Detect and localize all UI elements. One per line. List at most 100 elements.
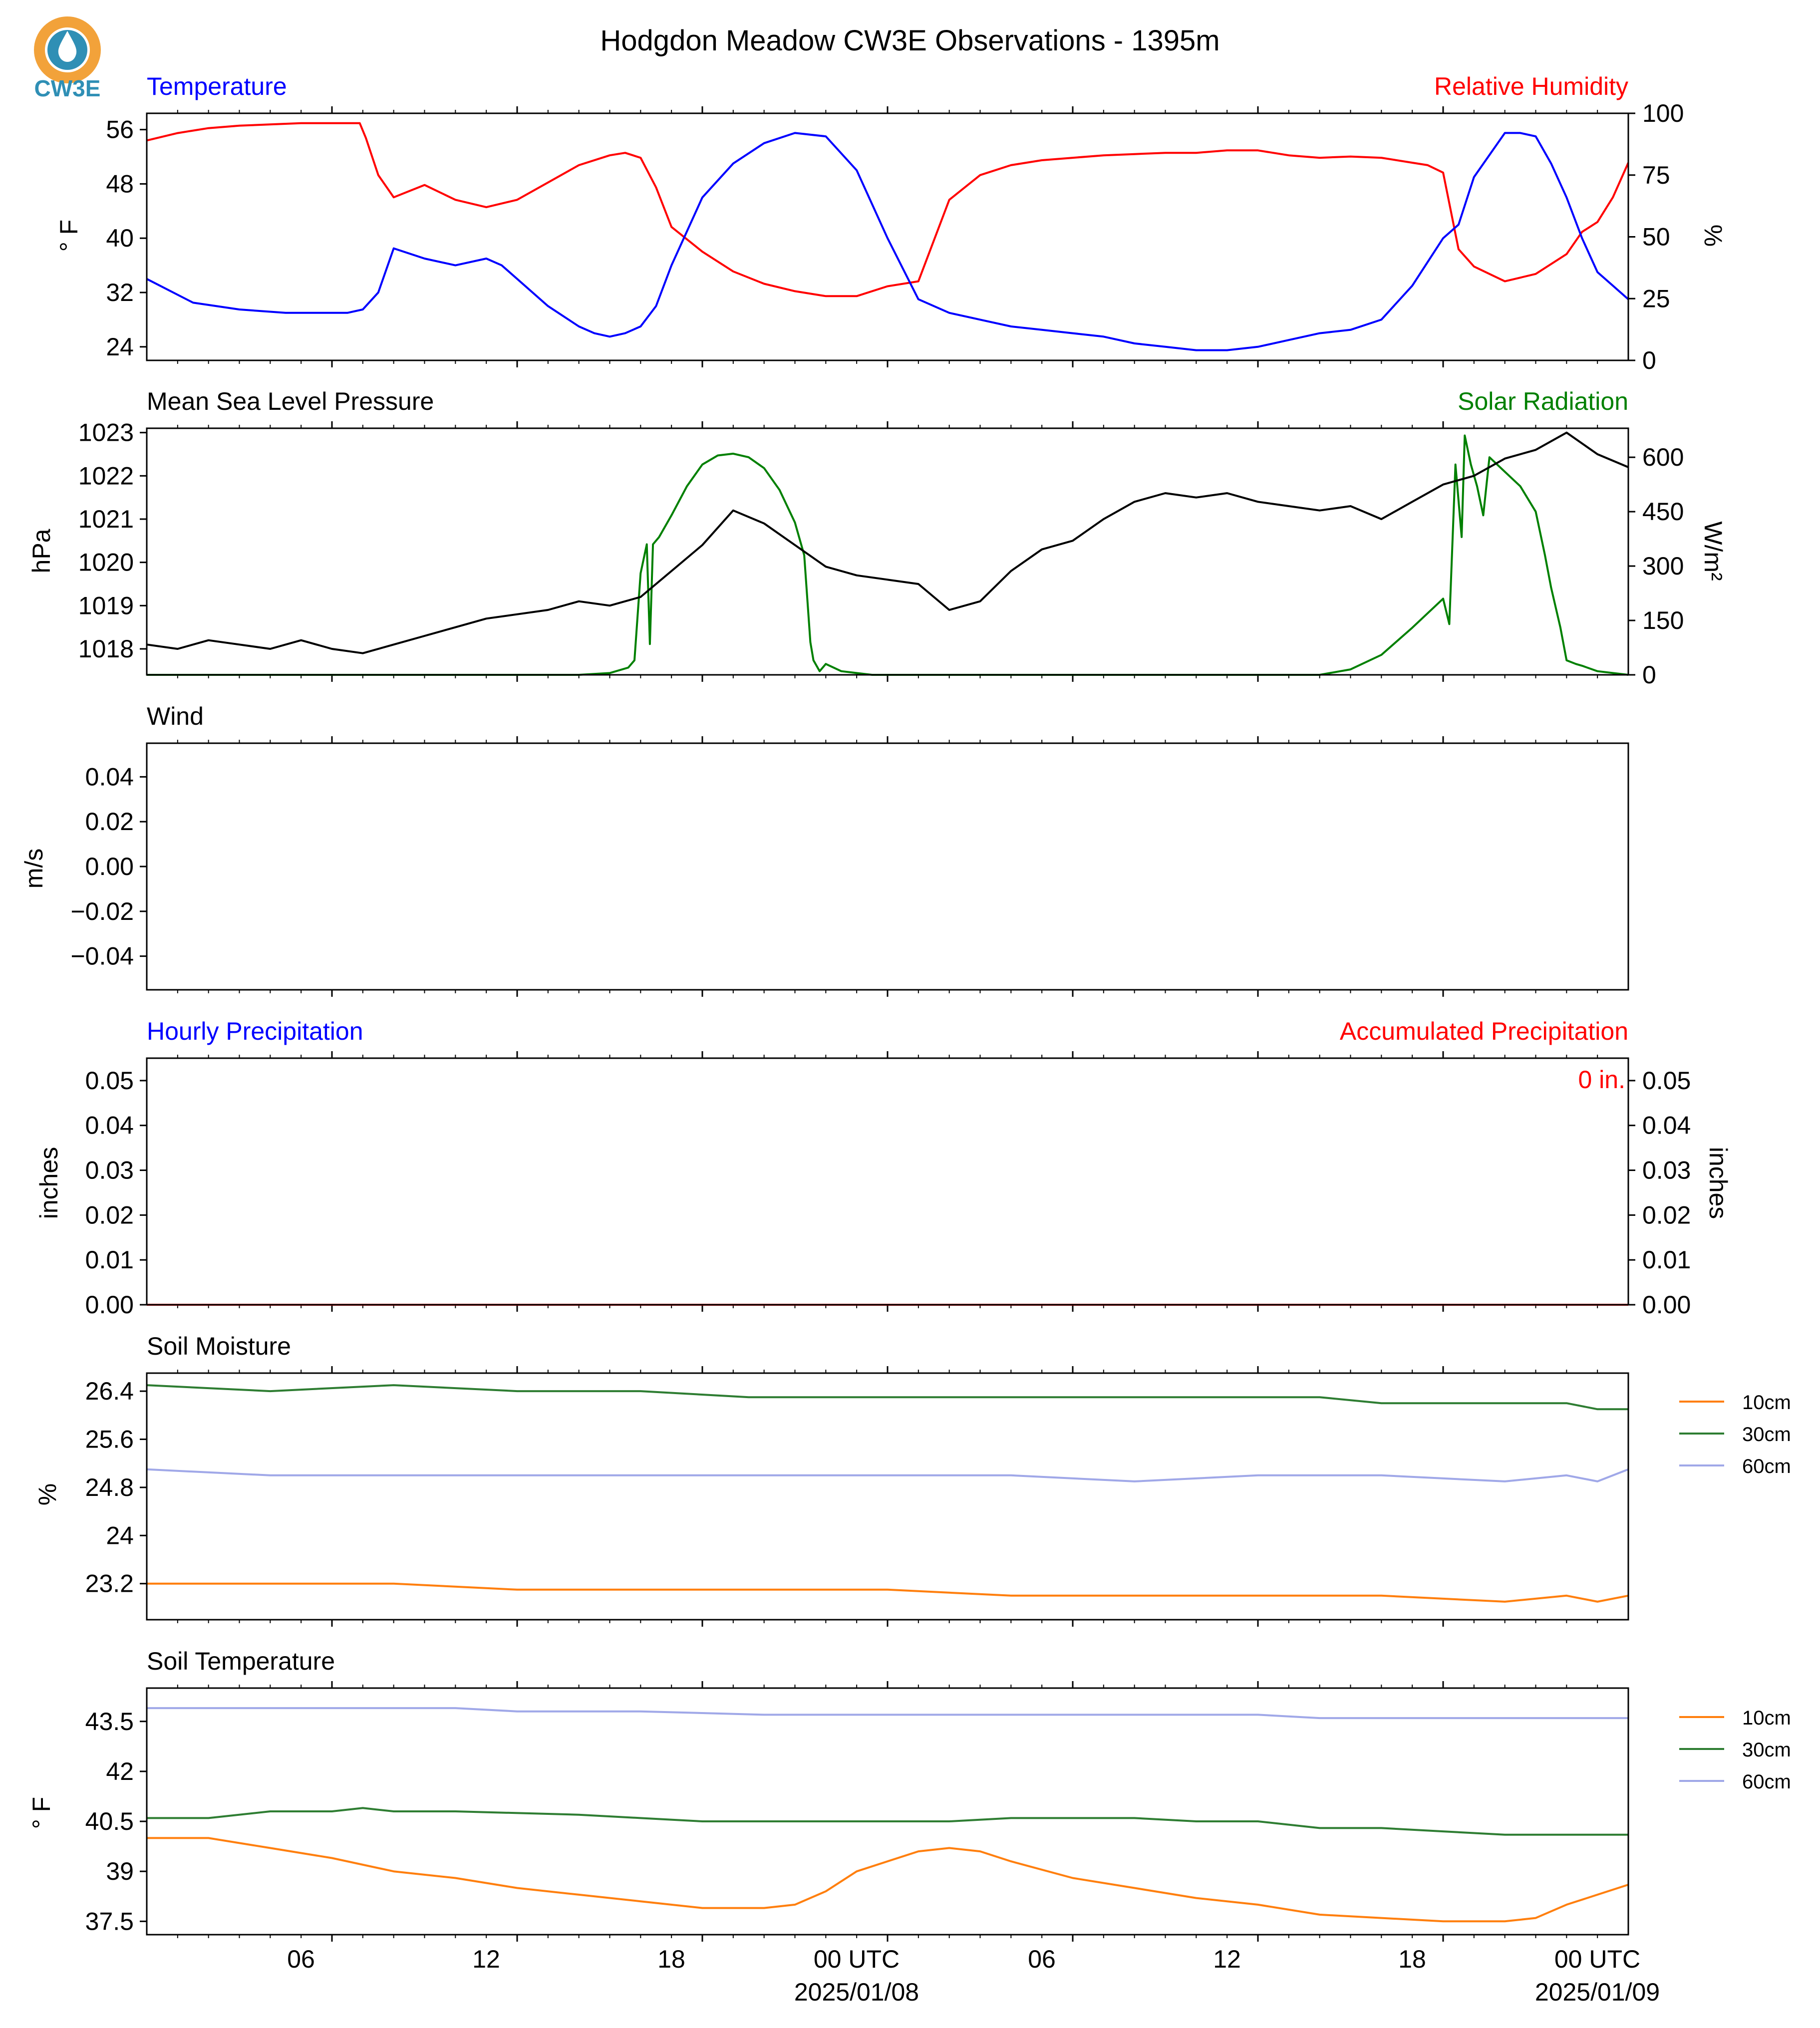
x-date-label: 2025/01/09 [1535,1978,1660,2006]
y-tick-label: 24 [106,333,134,361]
x-tick-labels: 06 12 18 00 UTC 06 12 18 00 UTC 2025/01/… [287,1945,1660,2006]
y-label-pressure: hPa [27,529,55,573]
legend-label-10cm: 10cm [1742,1707,1791,1729]
panel-title-hourly-precip: Hourly Precipitation [147,1017,363,1045]
temperature-line [146,132,1629,351]
y-tick-label: 40 [106,224,134,252]
y-tick-label: 100 [1642,99,1684,127]
pressure-line [146,431,1629,654]
y-ticks-rh: 0 25 50 75 100 [1628,99,1684,374]
y-tick-label: 150 [1642,606,1684,634]
y-tick-label: 26.4 [85,1377,134,1405]
soil-temp-10cm-line [147,1837,1629,1923]
y-ticks-wind: −0.04 −0.02 0.00 0.02 0.04 [70,763,147,970]
soil-moisture-10cm-line [147,1582,1629,1603]
panel-precipitation: Hourly Precipitation Accumulated Precipi… [35,1017,1732,1319]
y-ticks-pressure: 1018 1019 1020 1021 1022 1023 [78,419,147,663]
y-label-rh: % [1699,225,1727,247]
y-tick-label: 0.03 [1642,1157,1691,1184]
plot-frame [146,1057,1629,1306]
y-tick-label: 1019 [78,591,134,619]
y-tick-label: 0.04 [85,1112,134,1140]
x-ticks [177,1051,1598,1312]
y-tick-label: 1022 [78,462,134,490]
y-tick-label: 0.02 [1642,1201,1691,1229]
x-tick-label: 06 [1028,1945,1056,1973]
y-tick-label: 0.02 [85,1201,134,1229]
y-tick-label: 0 [1642,661,1656,689]
y-tick-label: 56 [106,116,134,144]
legend-label-30cm: 30cm [1742,1424,1791,1446]
plot-frame [146,1372,1629,1621]
plot-frame [146,742,1629,991]
y-tick-label: 24 [106,1521,134,1549]
y-ticks-soil-temperature: 37.5 39 40.5 42 43.5 [85,1708,147,1935]
y-label-temperature: ° F [55,220,83,252]
y-tick-label: 40.5 [85,1807,134,1835]
y-tick-label: −0.02 [70,897,134,925]
logo-text: CW3E [34,75,101,101]
y-tick-label: −0.04 [70,942,134,970]
x-tick-label: 12 [472,1945,500,1973]
y-tick-label: 0.04 [85,763,134,791]
y-tick-label: 24.8 [85,1473,134,1501]
y-tick-label: 0.05 [85,1067,134,1095]
legend-label-60cm: 60cm [1742,1771,1791,1793]
y-tick-label: 42 [106,1757,134,1785]
x-tick-label: 18 [1398,1945,1426,1973]
logo-drop-icon [58,31,77,62]
y-tick-label: 23.2 [85,1570,134,1598]
y-tick-label: 37.5 [85,1907,134,1935]
legend-label-60cm: 60cm [1742,1455,1791,1477]
legend-label-10cm: 10cm [1742,1392,1791,1414]
panel-title-temperature: Temperature [147,72,287,100]
y-ticks-hourly-precip: 0.00 0.01 0.02 0.03 0.04 0.05 [85,1067,147,1319]
panel-soil-moisture: Soil Moisture % 23.2 24 24.8 25.6 26.4 10cm … [33,1332,1791,1627]
panel-soil-temperature: Soil Temperature ° F 37.5 39 40.5 42 43.5 10… [27,1647,1791,1942]
y-tick-label: 43.5 [85,1708,134,1736]
legend-soil-moisture: 10cm 30cm 60cm [1679,1392,1791,1477]
legend-label-30cm: 30cm [1742,1739,1791,1761]
plot-frame [146,112,1629,361]
y-tick-label: 32 [106,279,134,306]
y-tick-label: 1023 [78,419,134,447]
y-label-accum-precip: inches [1704,1147,1732,1219]
accum-precip-annotation: 0 in. [1578,1066,1625,1094]
y-tick-label: 0.01 [1642,1246,1691,1274]
panel-title-wind: Wind [147,702,204,730]
y-tick-label: 0 [1642,346,1656,374]
cw3e-logo: CW3E [34,16,101,101]
y-tick-label: 450 [1642,498,1684,526]
y-tick-label: 25 [1642,285,1670,312]
y-tick-label: 1018 [78,635,134,663]
y-ticks-solar: 0 150 300 450 600 [1628,443,1684,689]
y-tick-label: 0.05 [1642,1067,1691,1095]
y-tick-label: 1020 [78,549,134,577]
panel-title-relative-humidity: Relative Humidity [1434,72,1628,100]
y-tick-label: 300 [1642,552,1684,580]
legend-soil-temperature: 10cm 30cm 60cm [1679,1707,1791,1793]
plot-frame [146,1687,1629,1936]
y-tick-label: 0.00 [1642,1291,1691,1319]
x-tick-label: 18 [657,1945,685,1973]
logo-ring-icon [34,16,101,83]
y-ticks-temperature: 24 32 40 48 56 [106,116,147,361]
y-tick-label: 75 [1642,161,1670,189]
x-tick-label: 00 UTC [1554,1945,1640,1973]
rh-line [146,122,1629,297]
panel-wind: Wind m/s −0.04 −0.02 0.00 0.02 0.04 [20,702,1629,997]
figure-title: Hodgdon Meadow CW3E Observations - 1395m [600,24,1219,57]
y-label-solar: W/m² [1699,521,1727,580]
y-tick-label: 48 [106,170,134,198]
y-tick-label: 1021 [78,505,134,533]
panel-title-pressure: Mean Sea Level Pressure [147,387,434,415]
y-tick-label: 39 [106,1857,134,1885]
y-tick-label: 0.03 [85,1157,134,1184]
x-tick-label: 12 [1213,1945,1241,1973]
y-ticks-accum-precip: 0.00 0.01 0.02 0.03 0.04 0.05 [1628,1067,1691,1319]
panel-title-soil-temperature: Soil Temperature [147,1647,335,1675]
y-tick-label: 25.6 [85,1426,134,1453]
y-tick-label: 600 [1642,443,1684,471]
panel-temperature-rh: Temperature Relative Humidity ° F % 24 32… [55,72,1727,374]
